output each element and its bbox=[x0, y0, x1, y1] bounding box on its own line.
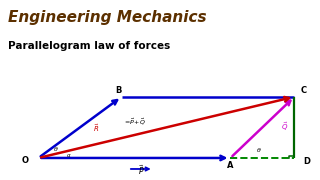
Text: Engineering Mechanics: Engineering Mechanics bbox=[8, 10, 207, 25]
Text: $=\!\vec{P}\!+\!\vec{Q}$: $=\!\vec{P}\!+\!\vec{Q}$ bbox=[123, 117, 146, 127]
Text: $\alpha$: $\alpha$ bbox=[66, 152, 72, 159]
Text: O: O bbox=[22, 156, 29, 165]
Text: $\vec{Q}$: $\vec{Q}$ bbox=[281, 120, 289, 133]
Text: $\theta$: $\theta$ bbox=[53, 145, 59, 153]
Text: A: A bbox=[227, 161, 234, 170]
Text: $\vec{R}$: $\vec{R}$ bbox=[93, 122, 99, 134]
Text: $\theta$: $\theta$ bbox=[256, 146, 262, 154]
Text: Parallelogram law of forces: Parallelogram law of forces bbox=[8, 41, 170, 51]
Text: C: C bbox=[301, 86, 307, 95]
Text: B: B bbox=[115, 86, 122, 95]
Text: $\vec{P}$: $\vec{P}$ bbox=[138, 163, 144, 177]
Text: D: D bbox=[304, 157, 311, 166]
